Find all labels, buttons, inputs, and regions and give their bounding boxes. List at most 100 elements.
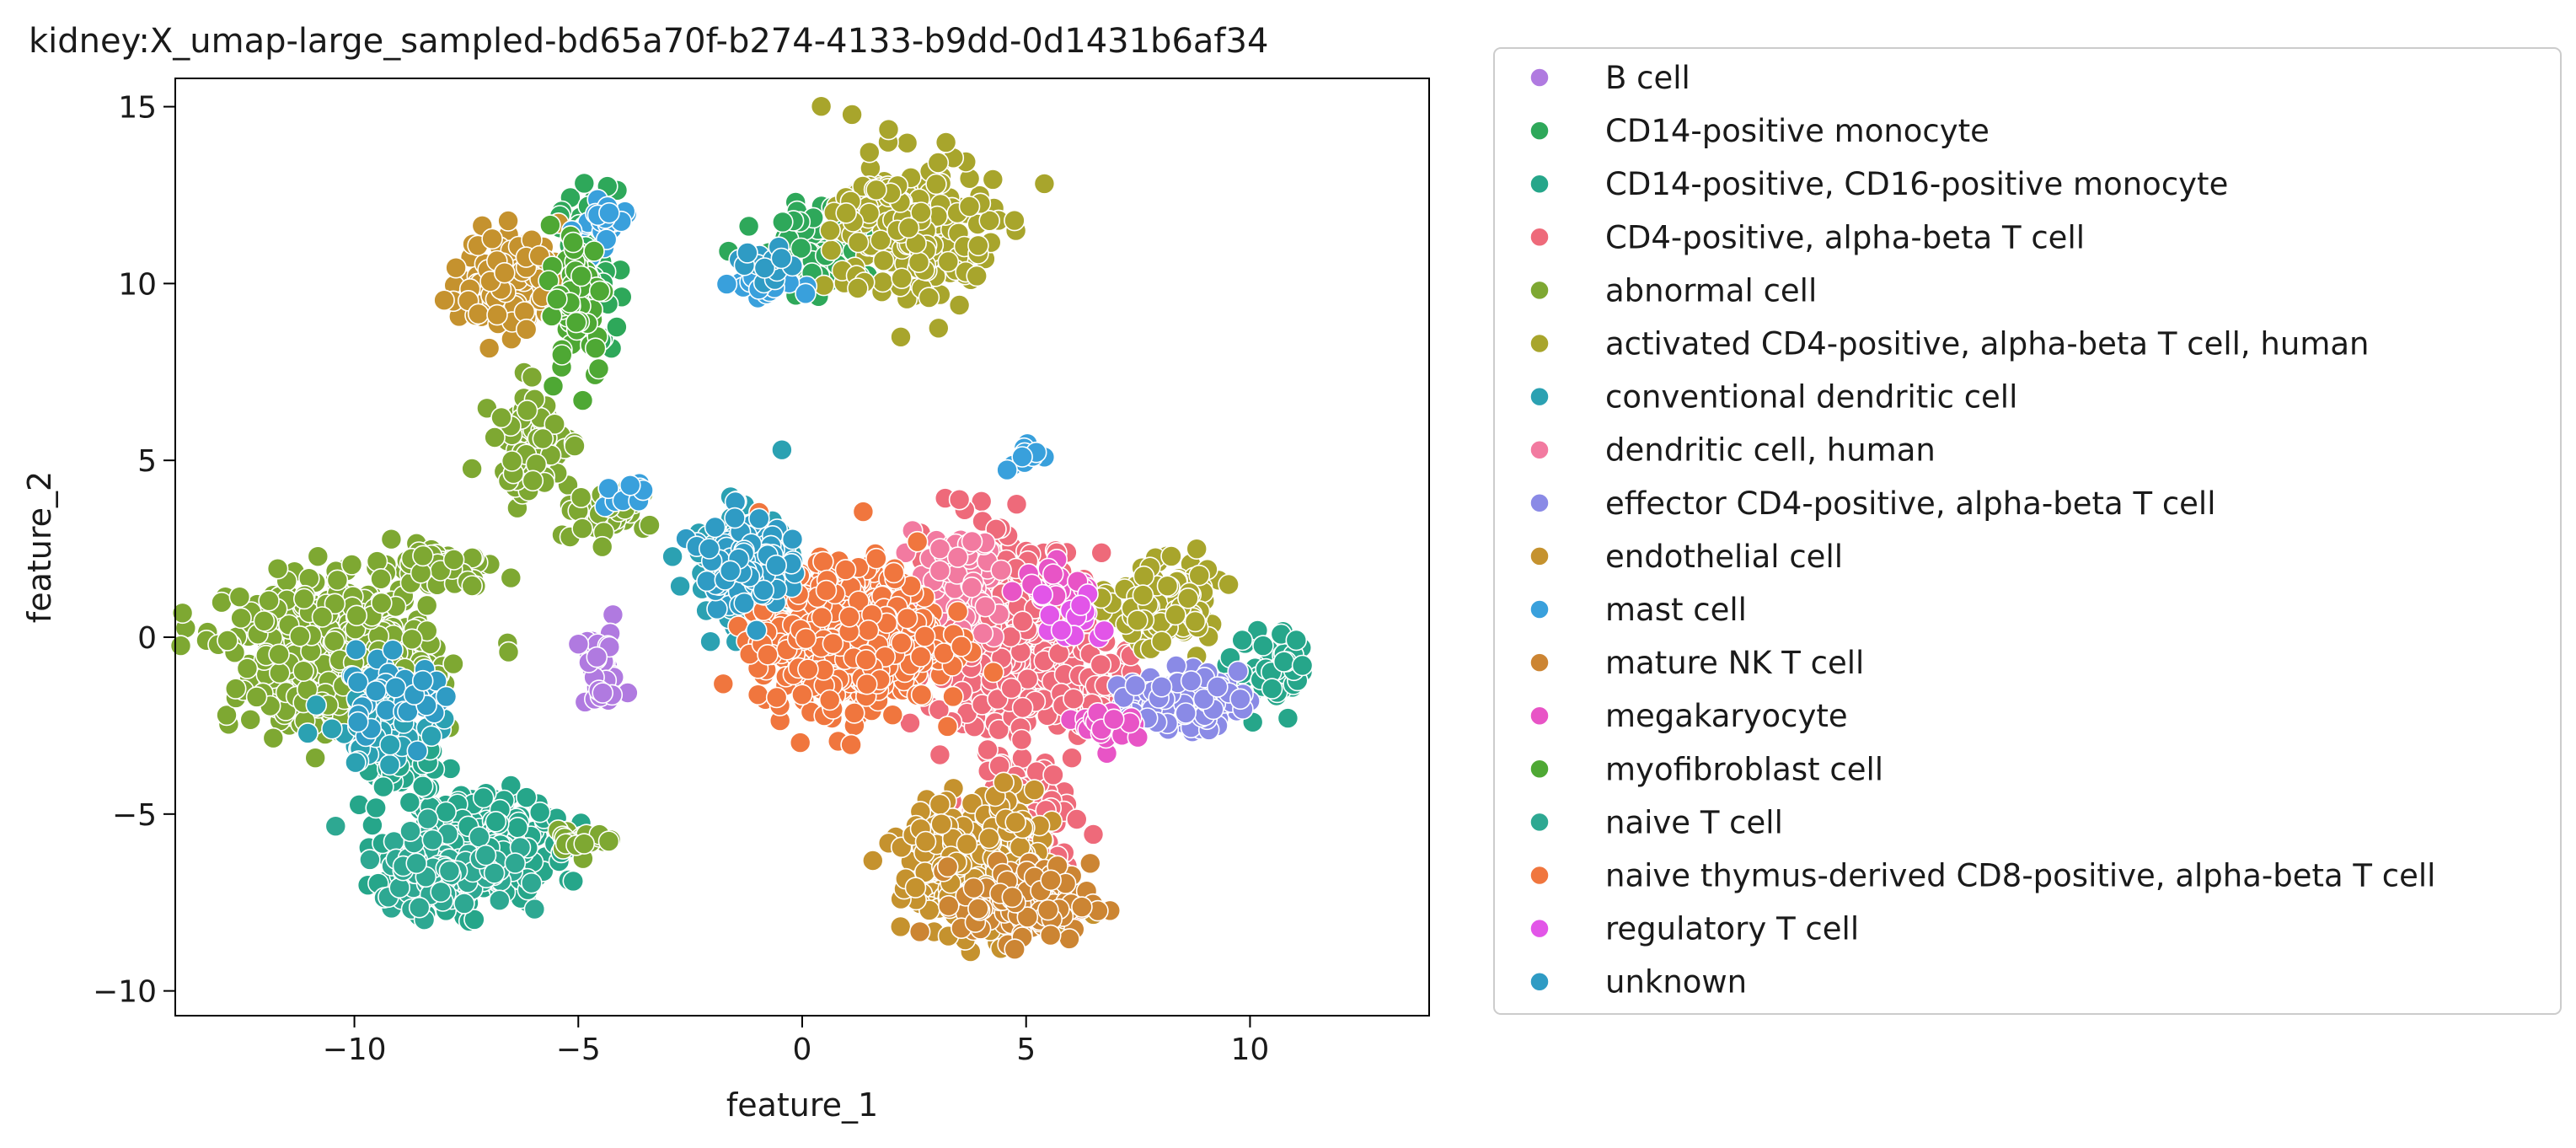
scatter-point	[379, 733, 401, 756]
scatter-point	[790, 237, 812, 260]
legend-marker	[1529, 174, 1550, 194]
scatter-point	[795, 282, 817, 305]
scatter-point	[1227, 660, 1249, 683]
scatter-point	[501, 450, 523, 472]
scatter-point	[230, 607, 252, 630]
scatter-point	[411, 669, 434, 692]
scatter-point	[1252, 635, 1274, 657]
scatter-point	[929, 538, 951, 560]
scatter-point	[639, 514, 661, 536]
scatter-point	[928, 317, 950, 340]
scatter-point	[736, 242, 758, 264]
scatter-point	[484, 426, 506, 448]
scatter-point	[1042, 563, 1064, 585]
scatter-point	[1229, 688, 1251, 711]
x-axis-label: feature_1	[726, 1086, 878, 1124]
legend-marker	[1529, 546, 1550, 566]
scatter-point	[812, 550, 834, 573]
scatter-point	[715, 273, 738, 295]
scatter-point	[346, 711, 369, 733]
scatter-point	[522, 469, 544, 492]
scatter-point	[757, 643, 779, 666]
scatter-point	[1000, 677, 1022, 700]
scatter-point	[1127, 609, 1149, 631]
scatter-point	[542, 375, 565, 397]
scatter-point	[910, 684, 933, 706]
scatter-point	[1261, 678, 1283, 700]
scatter-point	[819, 219, 841, 242]
legend-marker	[1529, 280, 1550, 301]
legend-item: CD4-positive, alpha-beta T cell	[1529, 219, 2085, 255]
scatter-point	[435, 801, 458, 823]
scatter-point	[416, 807, 439, 830]
scatter-point	[345, 751, 367, 774]
scatter-point	[211, 591, 233, 614]
scatter-point	[857, 619, 880, 641]
scatter-point	[1039, 924, 1062, 947]
scatter-point	[564, 435, 586, 457]
scatter-point	[1186, 538, 1208, 561]
scatter-point	[619, 474, 641, 496]
scatter-point	[321, 717, 343, 740]
scatter-point	[467, 303, 490, 325]
points-layer	[169, 95, 1314, 963]
scatter-point	[948, 488, 971, 511]
scatter-point	[696, 570, 718, 593]
scatter-point	[1175, 702, 1197, 724]
scatter-point	[974, 595, 997, 618]
scatter-point	[862, 850, 884, 872]
legend-marker	[1529, 386, 1550, 407]
scatter-point	[415, 594, 438, 617]
scatter-point	[1037, 899, 1059, 921]
legend-marker	[1529, 599, 1550, 620]
scatter-point	[896, 607, 918, 630]
scatter-point	[583, 240, 605, 262]
scatter-point	[485, 810, 507, 833]
scatter-point	[565, 311, 587, 334]
scatter-point	[262, 727, 285, 749]
series-points	[567, 604, 639, 713]
scatter-point	[587, 357, 610, 380]
scatter-point	[171, 602, 194, 625]
scatter-point	[258, 589, 280, 612]
scatter-point	[838, 605, 860, 628]
scatter-point	[1133, 565, 1155, 587]
scatter-point	[1031, 583, 1053, 606]
scatter-point	[765, 554, 788, 577]
scatter-point	[1016, 668, 1039, 690]
legend-marker	[1529, 333, 1550, 354]
scatter-point	[474, 844, 497, 866]
legend-label: dendritic cell, human	[1605, 432, 1936, 469]
legend-label: conventional dendritic cell	[1605, 379, 2017, 416]
scatter-point	[1090, 541, 1112, 564]
legend-item: naive thymus-derived CD8-positive, alpha…	[1529, 858, 2435, 894]
scatter-point	[592, 682, 614, 704]
scatter-point	[1090, 653, 1112, 676]
scatter-point	[365, 679, 387, 702]
scatter-point	[1160, 545, 1182, 567]
scatter-point	[1124, 674, 1147, 697]
scatter-point	[929, 560, 951, 582]
scatter-point	[946, 600, 969, 623]
x-tick-label: −10	[323, 1033, 387, 1067]
scatter-point	[461, 575, 484, 597]
scatter-point	[584, 337, 607, 360]
scatter-point	[570, 265, 592, 287]
scatter-point	[834, 559, 857, 581]
scatter-point	[430, 881, 452, 904]
scatter-point	[500, 566, 522, 589]
scatter-point	[345, 638, 367, 661]
scatter-point	[791, 684, 813, 706]
scatter-point	[909, 646, 932, 668]
scatter-point	[946, 546, 969, 568]
scatter-point	[598, 201, 620, 224]
scatter-point	[463, 909, 485, 931]
scatter-point	[562, 870, 585, 893]
legend-label: CD14-positive, CD16-positive monocyte	[1605, 166, 2228, 202]
scatter-point	[1001, 580, 1024, 603]
scatter-point	[401, 628, 423, 651]
scatter-point	[1050, 619, 1073, 641]
scatter-point	[433, 289, 455, 312]
